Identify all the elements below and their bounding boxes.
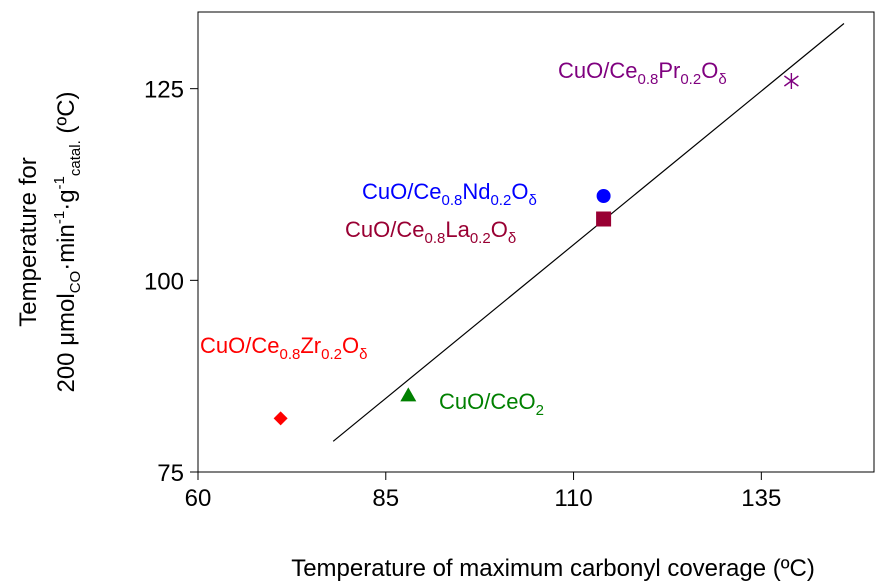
point-diamond — [274, 411, 288, 425]
point-label: CuO/Ce0.8La0.2Oδ — [345, 217, 516, 247]
y-tick-label: 100 — [144, 268, 184, 295]
y-tick-label: 75 — [157, 460, 184, 487]
point-circle — [597, 189, 611, 203]
ylabel-min: ·min — [53, 224, 80, 271]
point-label: CuO/Ce0.8Pr0.2Oδ — [558, 58, 727, 88]
ylabel-sup-1b: -1 — [51, 176, 68, 189]
point-square — [596, 212, 611, 227]
y-axis-title-line1: Temperature for — [15, 157, 42, 326]
ylabel-sub-catal: catal. — [67, 140, 84, 176]
point-triangle — [400, 387, 416, 401]
ylabel-g: ·g — [53, 189, 80, 210]
point-labels: CuO/Ce0.8Zr0.2Oδ CuO/CeO2 CuO/Ce0.8La0.2Oδ… — [200, 58, 727, 419]
y-axis: 75 100 125 — [144, 77, 198, 487]
x-axis: 60 85 110 135 — [185, 472, 782, 512]
point-label: CuO/Ce0.8Nd0.2Oδ — [362, 179, 537, 209]
x-axis-title: Temperature of maximum carbonyl coverage… — [291, 555, 815, 582]
ylabel-prefix: 200 μmol — [53, 293, 80, 392]
ylabel-sup-1a: -1 — [51, 211, 68, 224]
point-star — [784, 73, 798, 89]
x-tick-label: 85 — [372, 485, 399, 512]
point-label: CuO/Ce0.8Zr0.2Oδ — [200, 333, 367, 363]
x-tick-label: 135 — [741, 485, 781, 512]
ylabel-sub-co: CO — [67, 271, 84, 294]
ylabel-suffix: (ºC) — [53, 91, 80, 140]
y-tick-label: 125 — [144, 77, 184, 104]
point-label: CuO/CeO2 — [439, 389, 544, 419]
x-tick-label: 60 — [185, 485, 212, 512]
x-tick-label: 110 — [554, 485, 592, 512]
y-axis-title-line2: 200 μmolCO·min-1·g-1catal. (ºC) — [51, 91, 84, 392]
